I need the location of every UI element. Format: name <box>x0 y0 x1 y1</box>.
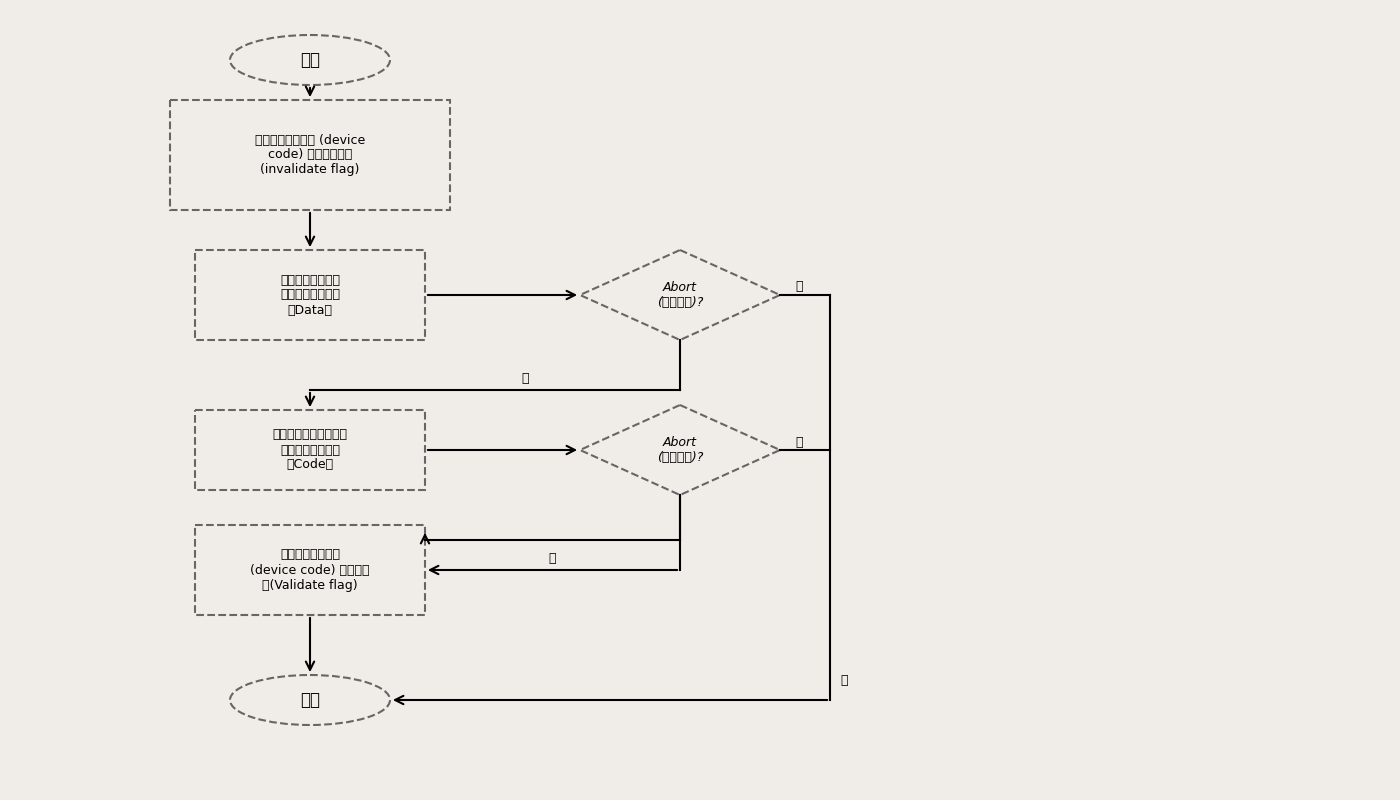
Text: Abort
(意外中断)?: Abort (意外中断)? <box>657 436 703 464</box>
FancyBboxPatch shape <box>169 100 449 210</box>
Text: 更新设备内建程序
(device code) 为可用状
态(Validate flag): 更新设备内建程序 (device code) 为可用状 态(Validate f… <box>251 549 370 591</box>
Text: 结束: 结束 <box>300 691 321 709</box>
Text: 标定设备内建程序 (device
code) 为不可用状态
(invalidate flag): 标定设备内建程序 (device code) 为不可用状态 (invalidat… <box>255 134 365 177</box>
Polygon shape <box>580 405 780 495</box>
Ellipse shape <box>230 675 391 725</box>
Text: 是: 是 <box>795 435 802 449</box>
FancyBboxPatch shape <box>195 410 426 490</box>
Ellipse shape <box>230 35 391 85</box>
FancyBboxPatch shape <box>195 525 426 615</box>
Text: 是: 是 <box>795 281 802 294</box>
Text: Abort
(意外中断)?: Abort (意外中断)? <box>657 281 703 309</box>
Text: 否: 否 <box>549 551 556 565</box>
FancyBboxPatch shape <box>195 250 426 340</box>
Text: 否: 否 <box>521 371 529 385</box>
Polygon shape <box>580 250 780 340</box>
Text: 是: 是 <box>840 674 847 686</box>
Text: 从外部卡片读取程序档
更新设备内建程序
（Code）: 从外部卡片读取程序档 更新设备内建程序 （Code） <box>273 429 347 471</box>
Text: 从卡片读取资源档
更新设备内建资源
（Data）: 从卡片读取资源档 更新设备内建资源 （Data） <box>280 274 340 317</box>
Text: 开始: 开始 <box>300 51 321 69</box>
